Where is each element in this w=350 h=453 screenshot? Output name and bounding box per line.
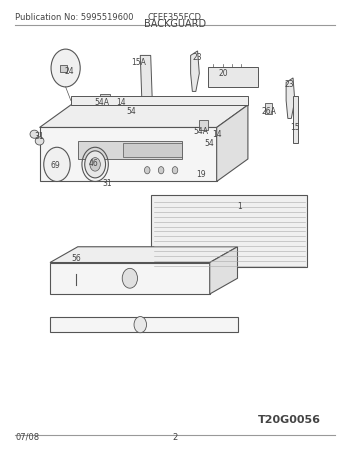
Circle shape (158, 167, 164, 174)
Circle shape (122, 268, 138, 288)
Polygon shape (140, 55, 153, 105)
Text: 07/08: 07/08 (15, 433, 40, 442)
Circle shape (134, 317, 147, 333)
Text: 31: 31 (103, 179, 112, 188)
Text: BACKGUARD: BACKGUARD (144, 19, 206, 29)
Circle shape (47, 154, 64, 177)
Text: 1: 1 (237, 202, 241, 211)
Polygon shape (78, 141, 182, 159)
Text: 54: 54 (127, 107, 136, 116)
Polygon shape (191, 51, 199, 92)
Text: 24: 24 (64, 67, 74, 76)
FancyBboxPatch shape (198, 120, 208, 130)
Text: 15: 15 (290, 123, 300, 132)
Text: 69: 69 (50, 161, 60, 170)
Circle shape (90, 158, 100, 171)
Circle shape (172, 167, 178, 174)
Polygon shape (286, 78, 295, 118)
Text: Publication No: 5995519600: Publication No: 5995519600 (15, 13, 134, 22)
Ellipse shape (30, 130, 39, 138)
Text: 23: 23 (193, 53, 202, 62)
Text: 26A: 26A (261, 107, 276, 116)
Text: 14: 14 (212, 130, 222, 139)
Circle shape (85, 151, 106, 178)
Polygon shape (210, 247, 238, 294)
Text: 54: 54 (205, 139, 215, 148)
Text: CFEF355FCD: CFEF355FCD (148, 13, 202, 22)
Polygon shape (123, 143, 182, 157)
Text: 23: 23 (285, 80, 294, 89)
Polygon shape (50, 263, 210, 294)
Ellipse shape (35, 137, 44, 145)
Circle shape (44, 147, 70, 182)
FancyBboxPatch shape (100, 94, 110, 104)
FancyBboxPatch shape (60, 65, 67, 72)
Text: 2: 2 (172, 433, 177, 442)
Text: T20G0056: T20G0056 (258, 414, 321, 424)
Polygon shape (151, 195, 307, 267)
Polygon shape (40, 105, 248, 127)
Polygon shape (265, 103, 272, 114)
Text: 54A: 54A (94, 98, 110, 107)
Text: 54A: 54A (194, 127, 209, 136)
Polygon shape (217, 105, 248, 182)
Text: 20: 20 (219, 69, 229, 78)
Circle shape (51, 160, 60, 171)
Polygon shape (50, 247, 238, 263)
Text: 31: 31 (35, 132, 44, 141)
Polygon shape (40, 127, 217, 182)
Text: 46: 46 (89, 159, 98, 168)
Text: 19: 19 (196, 170, 206, 179)
Text: 14: 14 (116, 98, 126, 107)
Polygon shape (208, 67, 258, 87)
Circle shape (145, 167, 150, 174)
Text: 15A: 15A (131, 58, 146, 67)
Polygon shape (50, 317, 238, 333)
Circle shape (51, 49, 80, 87)
Polygon shape (293, 96, 298, 143)
Text: 56: 56 (71, 254, 81, 263)
Polygon shape (71, 96, 248, 105)
